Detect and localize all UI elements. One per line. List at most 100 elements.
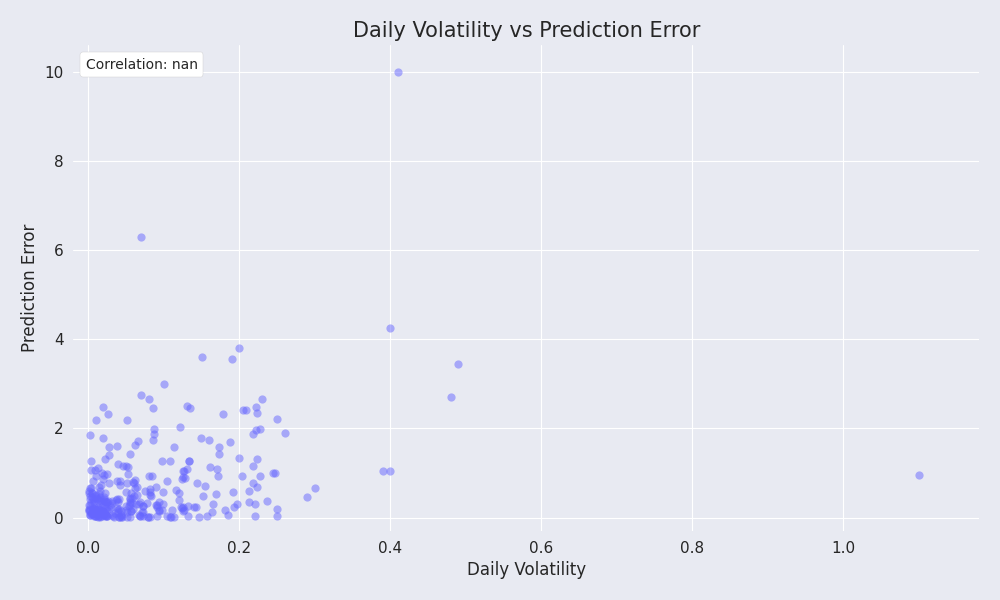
Point — [450, 359, 466, 368]
Point — [162, 456, 178, 466]
Point — [164, 505, 180, 515]
Point — [83, 509, 99, 519]
Point — [211, 443, 227, 452]
Point — [180, 511, 196, 521]
Point — [166, 443, 182, 452]
Point — [193, 433, 209, 442]
Point — [110, 497, 126, 507]
Point — [122, 512, 138, 521]
Point — [126, 479, 142, 488]
Point — [211, 449, 227, 459]
Point — [205, 500, 221, 509]
Point — [94, 499, 110, 509]
Point — [97, 500, 113, 510]
Point — [86, 504, 102, 514]
Point — [186, 502, 202, 511]
Point — [88, 505, 104, 515]
Point — [85, 504, 101, 514]
Point — [106, 512, 122, 522]
Point — [100, 410, 116, 419]
Point — [163, 512, 179, 521]
Point — [238, 405, 254, 415]
Point — [188, 502, 204, 511]
Point — [143, 491, 159, 500]
Point — [89, 509, 105, 519]
Point — [95, 433, 111, 442]
Point — [119, 415, 135, 425]
Point — [102, 500, 118, 510]
Point — [259, 496, 275, 506]
Point — [171, 488, 187, 497]
Point — [87, 508, 103, 518]
Point — [181, 456, 197, 466]
Point — [125, 478, 141, 487]
Point — [252, 472, 268, 481]
Point — [229, 499, 245, 509]
Point — [96, 508, 112, 517]
Point — [85, 507, 101, 517]
Point — [122, 449, 138, 458]
Point — [122, 499, 138, 509]
Point — [175, 472, 191, 482]
Point — [84, 488, 100, 498]
Point — [96, 494, 112, 503]
Point — [168, 485, 184, 495]
Point — [112, 480, 128, 490]
Point — [82, 500, 98, 510]
Point — [142, 485, 158, 494]
Point — [180, 502, 196, 511]
Point — [132, 511, 148, 521]
Point — [88, 511, 104, 520]
Point — [111, 512, 127, 522]
Point — [90, 504, 106, 514]
Point — [88, 508, 104, 518]
Point — [98, 511, 114, 521]
Point — [209, 464, 225, 473]
Point — [127, 440, 143, 449]
Point — [118, 506, 134, 515]
Point — [131, 511, 147, 520]
Point — [199, 512, 215, 521]
Point — [132, 511, 148, 521]
Point — [90, 496, 106, 506]
Point — [122, 493, 138, 503]
Point — [101, 504, 117, 514]
Point — [911, 470, 927, 480]
Point — [94, 469, 110, 478]
Point — [225, 487, 241, 496]
Point — [109, 476, 125, 485]
Point — [235, 405, 251, 415]
Point — [88, 415, 104, 424]
Point — [91, 482, 107, 492]
Point — [269, 504, 285, 514]
Point — [98, 510, 114, 520]
Point — [97, 455, 113, 464]
Point — [248, 403, 264, 412]
Point — [245, 461, 261, 470]
Point — [248, 425, 264, 435]
Point — [99, 511, 115, 520]
Point — [99, 497, 115, 507]
Point — [176, 466, 192, 475]
Point — [149, 511, 165, 520]
Point — [81, 505, 97, 515]
Point — [88, 491, 104, 500]
Point — [91, 511, 107, 521]
Point — [144, 472, 160, 481]
Point — [83, 457, 99, 466]
Point — [135, 501, 151, 511]
Point — [191, 512, 207, 522]
Point — [86, 498, 102, 508]
Point — [245, 478, 261, 488]
Point — [109, 503, 125, 513]
Point — [123, 488, 139, 498]
Point — [93, 497, 109, 506]
Point — [120, 462, 136, 472]
Point — [194, 352, 210, 362]
Point — [120, 469, 136, 478]
Point — [130, 436, 146, 446]
Point — [86, 496, 102, 506]
Point — [145, 404, 161, 413]
Point — [175, 506, 191, 516]
Point — [124, 494, 140, 503]
